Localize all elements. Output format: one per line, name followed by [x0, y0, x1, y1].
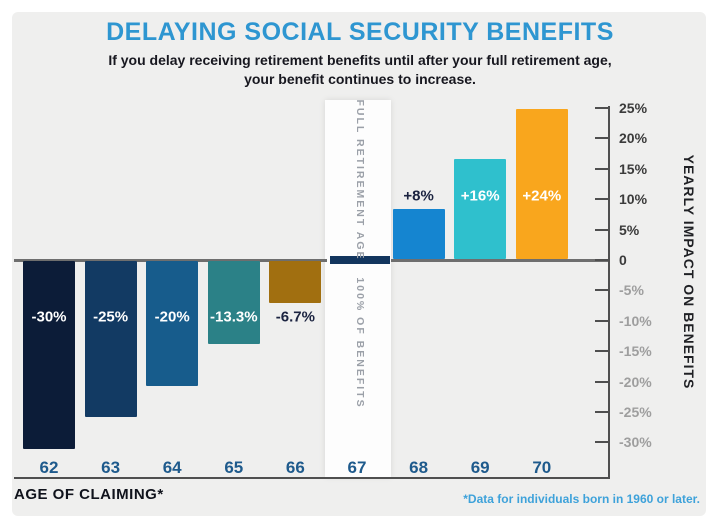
y-axis-title: YEARLY IMPACT ON BENEFITS: [681, 154, 697, 390]
y-axis-line: [608, 106, 610, 478]
y-tick-15%: [595, 167, 610, 170]
page-title: DELAYING SOCIAL SECURITY BENEFITS: [106, 18, 614, 46]
age-label-64: 64: [162, 458, 182, 477]
benefits-100pct-marker: [330, 256, 390, 264]
bar-value-label-66: -6.7%: [275, 308, 315, 326]
y-tick-label-10%: 10%: [619, 191, 648, 208]
bar-age-69: [454, 159, 507, 259]
zero-baseline-left: [14, 259, 327, 262]
y-tick-label-0: 0: [619, 252, 627, 268]
bar-value-label-70: +24%: [522, 187, 562, 205]
bar-age-68: [392, 209, 445, 259]
age-label-63: 63: [101, 458, 121, 477]
subtitle-line-2: your benefit continues to increase.: [244, 71, 476, 87]
y-tick-20%: [595, 137, 610, 140]
y-tick-label--30%: -30%: [619, 434, 652, 451]
age-label-68: 68: [409, 458, 429, 477]
age-label-65: 65: [224, 458, 244, 477]
y-tick-label-20%: 20%: [619, 130, 648, 147]
y-tick-0: [595, 259, 610, 261]
y-tick-label--25%: -25%: [619, 404, 652, 420]
bar-value-label-68: +8%: [403, 187, 434, 205]
subtitle-line-1: If you delay receiving retirement benefi…: [108, 52, 612, 68]
fra-band-top-label: FULL RETIREMENT AGE: [354, 99, 366, 261]
zero-baseline-right: [391, 259, 608, 262]
y-tick--25%: [595, 411, 610, 413]
y-tick-label-25%: 25%: [619, 100, 648, 116]
fra-band-bottom-label: 100% OF BENEFITS: [354, 277, 366, 409]
y-tick--10%: [595, 319, 610, 322]
y-tick--15%: [595, 350, 610, 353]
bar-value-label-63: -25%: [93, 308, 129, 326]
bar-value-label-62: -30%: [31, 308, 67, 326]
y-tick-label--5%: -5%: [619, 282, 644, 299]
x-axis-title: AGE OF CLAIMING*: [14, 486, 164, 503]
bar-age-63: [84, 261, 137, 418]
bar-value-label-65: -13.3%: [210, 308, 258, 326]
age-label-62: 62: [39, 458, 59, 477]
x-axis-line: [14, 477, 610, 479]
y-tick--20%: [595, 380, 610, 383]
y-tick-label-15%: 15%: [619, 160, 648, 177]
bar-age-62: [23, 261, 75, 449]
y-tick-5%: [595, 228, 610, 231]
y-tick-label--20%: -20%: [619, 373, 652, 390]
y-tick--5%: [595, 289, 610, 292]
bar-age-70: [515, 109, 568, 259]
bar-age-64: [146, 261, 199, 386]
age-label-70: 70: [532, 458, 552, 477]
y-tick-label-5%: 5%: [619, 221, 640, 238]
bar-value-label-64: -20%: [154, 308, 190, 326]
bar-age-65: [207, 261, 260, 345]
y-tick--30%: [595, 441, 610, 444]
bar-value-label-69: +16%: [460, 187, 500, 205]
y-tick-10%: [595, 198, 610, 201]
full-retirement-age-band: [325, 100, 391, 477]
age-label-66: 66: [285, 458, 305, 477]
age-label-67: 67: [347, 458, 367, 477]
y-tick-25%: [595, 107, 610, 109]
y-tick-label--15%: -15%: [619, 343, 652, 360]
y-tick-label--10%: -10%: [619, 312, 652, 329]
footnote: *Data for individuals born in 1960 or la…: [463, 492, 700, 506]
age-label-69: 69: [470, 458, 490, 477]
bar-age-66: [269, 261, 322, 303]
